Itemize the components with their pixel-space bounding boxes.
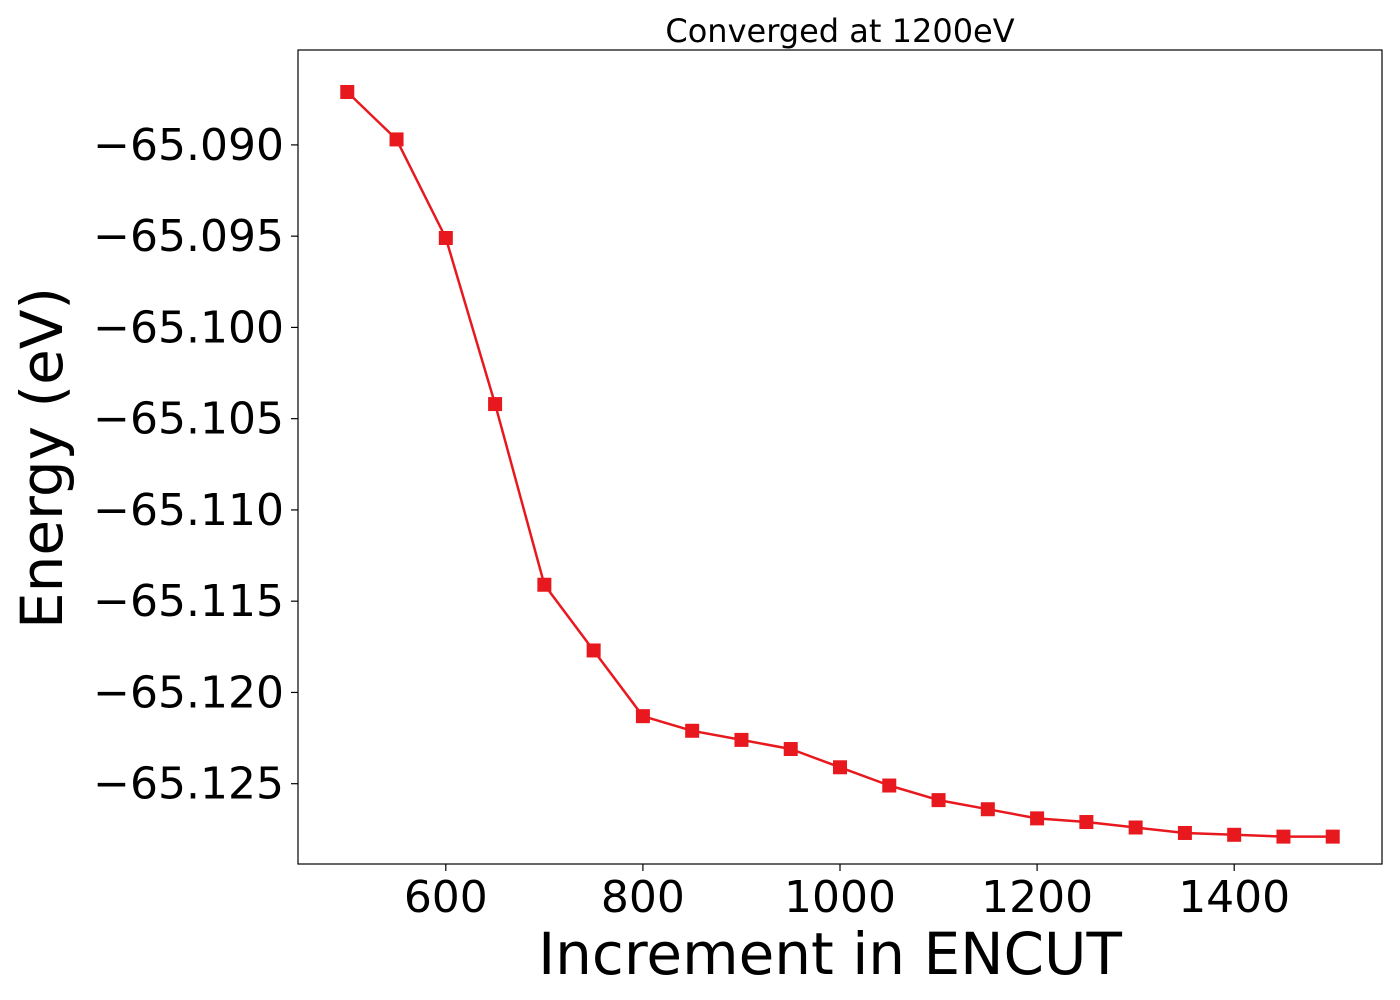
y-axis-ticks: −65.090 −65.095 −65.100 −65.105 −65.110 −65.1… [93, 120, 298, 810]
data-point-marker [1325, 829, 1340, 844]
data-point-marker [1276, 829, 1291, 844]
y-tick-label: −65.100 [93, 302, 284, 353]
chart-title: Converged at 1200eV [665, 12, 1014, 50]
data-point-marker [980, 802, 995, 817]
x-tick-label: 600 [404, 872, 488, 923]
y-tick-label: −65.120 [93, 667, 284, 718]
data-point-marker [586, 643, 601, 658]
x-axis-ticks: 600 800 1000 1200 1400 [404, 864, 1290, 923]
y-tick-label: −65.105 [93, 394, 284, 445]
y-tick-label: −65.110 [93, 485, 284, 536]
x-axis-title: Increment in ENCUT [538, 920, 1122, 988]
data-point-marker [1128, 820, 1143, 835]
data-point-marker [1030, 811, 1045, 826]
series-line [346, 91, 1333, 838]
plot-frame [297, 49, 1383, 865]
y-tick-label: −65.095 [93, 211, 284, 262]
data-point-marker [537, 577, 552, 592]
x-tick-label: 1200 [981, 872, 1093, 923]
y-tick-label: −65.125 [93, 759, 284, 810]
data-point-marker [1177, 825, 1192, 840]
x-tick-label: 1000 [784, 872, 896, 923]
x-tick-label: 800 [601, 872, 685, 923]
data-point-marker [438, 230, 453, 245]
data-point-marker [635, 709, 650, 724]
data-point-marker [340, 84, 355, 99]
data-point-marker [389, 132, 404, 147]
data-point-marker [931, 793, 946, 808]
data-point-marker [882, 778, 897, 793]
data-point-marker [1079, 815, 1094, 830]
y-tick-label: −65.090 [93, 120, 284, 171]
data-point-marker [783, 742, 798, 757]
y-axis-title: Energy (eV) [8, 287, 76, 629]
y-tick-label: −65.115 [93, 576, 284, 627]
data-point-marker [488, 397, 503, 412]
x-tick-label: 1400 [1178, 872, 1290, 923]
data-point-marker [1227, 827, 1242, 842]
data-point-marker [833, 760, 847, 775]
data-point-marker [734, 732, 749, 747]
data-point-marker [685, 723, 700, 738]
series-layer [340, 84, 1340, 844]
